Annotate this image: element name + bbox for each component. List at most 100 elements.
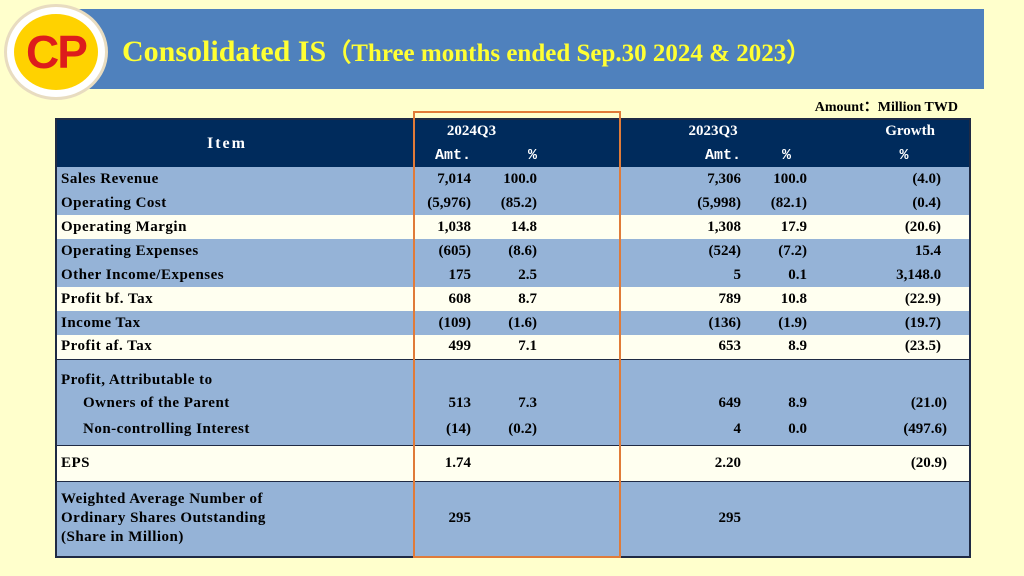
amt-2024: 608 [386,287,471,311]
spacer [811,415,852,445]
title-sub: （Three months ended Sep.30 2024 & 2023） [326,40,812,67]
spacer [551,239,602,263]
spacer [811,215,852,239]
amt-2023: 789 [601,287,742,311]
shares-label-line: Weighted Average Number of [61,491,264,508]
pct-2024: (1.6) [471,311,551,335]
pct-2024: 14.8 [471,215,551,239]
amt-2023: (136) [601,311,742,335]
pct-2023: (1.9) [741,311,812,335]
pct-2024: (0.2) [471,415,551,445]
shares-row: Weighted Average Number of Ordinary Shar… [56,480,971,557]
amount-unit-note: Amount：Million TWD [814,100,958,115]
growth: (19.7) [851,311,971,335]
amt-2024: 175 [386,263,471,287]
row-label: Non-controlling Interest [56,415,386,445]
table-row: Other Income/Expenses 175 2.5 5 0.1 3,148.0 [56,263,971,287]
spacer [551,215,602,239]
pct-2023: 8.9 [741,335,812,359]
amt-2023: 649 [601,391,742,415]
header-period-2024: 2024Q3 [386,119,602,143]
table-row: Profit af. Tax 499 7.1 653 8.9 (23.5) [56,335,971,359]
spacer [811,287,852,311]
pct-2023: 10.8 [741,287,812,311]
amt-2023: 1,308 [601,215,742,239]
growth: (21.0) [851,391,971,415]
pct-2024: (8.6) [471,239,551,263]
amt-2024: 499 [386,335,471,359]
amt-2024: (14) [386,415,471,445]
pct-2023: 0.0 [741,415,812,445]
spacer [811,191,852,215]
amt-2023: 653 [601,335,742,359]
row-label: Profit af. Tax [56,335,386,359]
row-label: Sales Revenue [56,167,386,191]
table-row: Income Tax (109) (1.6) (136) (1.9) (19.7) [56,311,971,335]
growth: 3,148.0 [851,263,971,287]
header-pct-2023: % [741,143,812,167]
logo-text: CP [26,26,88,78]
amt-2023: (524) [601,239,742,263]
header-row-cols: Amt. % Amt. % % [56,143,971,167]
amt-2023: 4 [601,415,742,445]
amt-2023: 7,306 [601,167,742,191]
pct-2023: 100.0 [741,167,812,191]
amt-2024: (109) [386,311,471,335]
pct-2024: (85.2) [471,191,551,215]
shares-2024: 295 [386,480,471,557]
spacer [811,311,852,335]
table-row: Non-controlling Interest (14) (0.2) 4 0.0 (49… [56,415,971,445]
header-amt-2024: Amt. [386,143,471,167]
growth: (4.0) [851,167,971,191]
row-label: Operating Expenses [56,239,386,263]
pct-2023: (7.2) [741,239,812,263]
growth: (20.6) [851,215,971,239]
pct-2023: (82.1) [741,191,812,215]
growth: (497.6) [851,415,971,445]
row-label: Income Tax [56,311,386,335]
spacer [551,167,602,191]
shares-label-line: Ordinary Shares Outstanding [61,510,266,527]
attrib-heading-row: Profit, Attributable to [56,358,971,391]
header-pct-2024: % [471,143,551,167]
amt-2024: 1,038 [386,215,471,239]
growth: (22.9) [851,287,971,311]
spacer [551,335,602,359]
spacer [551,263,602,287]
spacer [551,191,602,215]
table-row: Operating Expenses (605) (8.6) (524) (7.2) 15… [56,239,971,263]
shares-label: Weighted Average Number of Ordinary Shar… [56,480,386,557]
amt-2024: 7,014 [386,167,471,191]
pct-2024: 100.0 [471,167,551,191]
growth: (0.4) [851,191,971,215]
logo-disc: CP [14,14,98,90]
spacer [551,311,602,335]
amt-2024: (5,976) [386,191,471,215]
amt-2023: 5 [601,263,742,287]
amt-2024: 513 [386,391,471,415]
spacer [811,335,852,359]
shares-label-line: (Share in Million) [61,529,184,546]
pct-2023: 8.9 [741,391,812,415]
row-label: Operating Margin [56,215,386,239]
spacer [811,263,852,287]
spacer [811,391,852,415]
page-title: Consolidated IS（Three months ended Sep.3… [122,33,811,69]
spacer [551,391,602,415]
eps-label: EPS [56,444,386,481]
header-item: Item [56,119,386,167]
header-row-periods: Item 2024Q3 2023Q3 Growth [56,119,971,167]
table-row: Profit bf. Tax 608 8.7 789 10.8 (22.9) [56,287,971,311]
amt-2023: (5,998) [601,191,742,215]
eps-growth: (20.9) [851,444,971,481]
header-period-2023: 2023Q3 [601,119,852,143]
header-growth: Growth [851,119,971,143]
header-amt-2023: Amt. [601,143,742,167]
table-row: Owners of the Parent 513 7.3 649 8.9 (21.0) [56,391,971,415]
attrib-heading: Profit, Attributable to [56,358,386,391]
eps-2024: 1.74 [386,444,471,481]
spacer [811,167,852,191]
pct-2024: 2.5 [471,263,551,287]
shares-2023: 295 [601,480,742,557]
title-main: Consolidated IS [122,35,327,68]
